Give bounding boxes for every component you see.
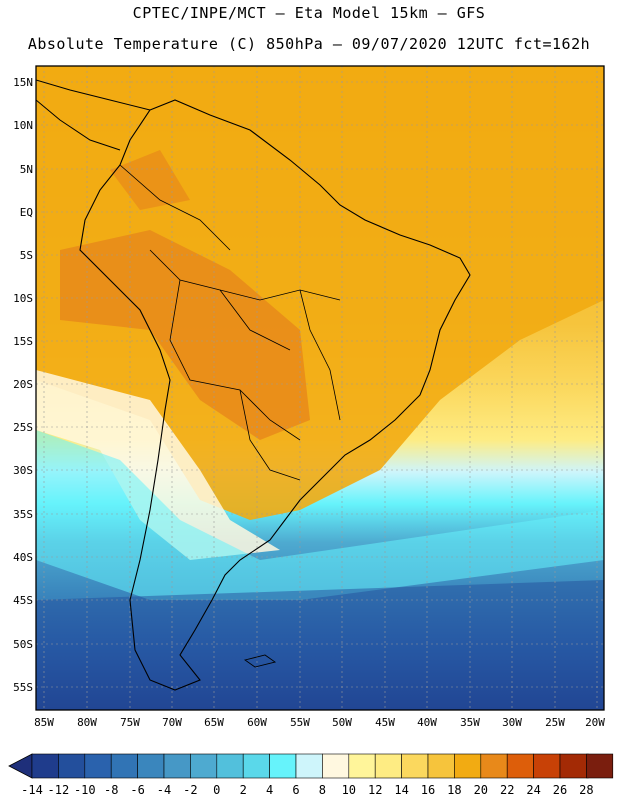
colorbar-tick: 16 — [421, 783, 435, 797]
colorbar-swatch — [322, 753, 350, 779]
lon-label: 35W — [460, 716, 480, 729]
colorbar-tick: 20 — [474, 783, 488, 797]
lat-label: EQ — [20, 206, 33, 219]
colorbar-tick: 14 — [394, 783, 408, 797]
colorbar-swatch — [137, 753, 165, 779]
colorbar-tick: 6 — [292, 783, 299, 797]
longitude-labels: 85W 80W 75W 70W 65W 60W 55W 50W 45W 40W … — [34, 716, 605, 729]
colorbar-swatch — [401, 753, 429, 779]
lat-label: 5N — [20, 163, 33, 176]
hot-zone-north — [110, 150, 190, 210]
colorbar-tick: -6 — [130, 783, 144, 797]
colorbar-swatch — [295, 753, 323, 779]
lat-label: 45S — [13, 594, 33, 607]
map-frame — [35, 65, 605, 711]
lat-label: 5S — [20, 249, 33, 262]
colorbar-tick: -14 — [21, 783, 43, 797]
hot-zone — [60, 230, 310, 440]
colorbar-swatch — [506, 753, 534, 779]
colorbar-tick: 0 — [213, 783, 220, 797]
colorbar-swatch — [586, 753, 614, 779]
lon-label: 85W — [34, 716, 54, 729]
map-title-line-1: CPTEC/INPE/MCT – Eta Model 15km – GFS — [132, 4, 486, 22]
colorbar-swatch — [163, 753, 191, 779]
colorbar-tick: -2 — [183, 783, 197, 797]
warm-zone — [36, 66, 604, 520]
lat-label: 10N — [13, 119, 33, 132]
colorbar-swatch — [269, 753, 297, 779]
lon-label: 30W — [502, 716, 522, 729]
south-america-coastline — [79, 99, 471, 691]
colorbar-swatch — [427, 753, 455, 779]
lon-label: 50W — [332, 716, 352, 729]
colorbar-swatch — [533, 753, 561, 779]
lon-label: 70W — [162, 716, 182, 729]
lon-label: 80W — [77, 716, 97, 729]
colorbar-tick: -12 — [48, 783, 70, 797]
colorbar-swatch — [374, 753, 402, 779]
colorbar-swatch — [84, 753, 112, 779]
lon-label: 20W — [585, 716, 605, 729]
colorbar-swatch — [31, 753, 59, 779]
color-scale-bar: -14 -12 -10 -8 -6 -4 -2 0 2 4 6 8 10 12 … — [8, 753, 614, 797]
lat-label: 50S — [13, 638, 33, 651]
colorbar-swatch — [559, 753, 587, 779]
map-title-line-2: Absolute Temperature (C) 850hPa – 09/07/… — [27, 35, 591, 53]
lat-label: 20S — [13, 378, 33, 391]
lat-label: 15N — [13, 76, 33, 89]
lat-label: 25S — [13, 421, 33, 434]
lon-label: 65W — [204, 716, 224, 729]
lat-label: 40S — [13, 551, 33, 564]
colorbar-swatch — [454, 753, 482, 779]
colorbar-tick: 18 — [447, 783, 461, 797]
field-layer — [36, 66, 604, 710]
colorbar-swatch — [110, 753, 138, 779]
central-america-coastline — [36, 79, 151, 151]
lat-label: 30S — [13, 464, 33, 477]
colorbar-tick: 12 — [368, 783, 382, 797]
color-scale-under-arrow — [8, 753, 33, 779]
colorbar-swatch — [242, 753, 270, 779]
colorbar-swatch — [190, 753, 218, 779]
lon-label: 55W — [290, 716, 310, 729]
lon-label: 25W — [545, 716, 565, 729]
colorbar-tick: 22 — [500, 783, 514, 797]
falklands-outline — [243, 654, 277, 668]
colorbar-tick: 26 — [553, 783, 567, 797]
lon-label: 60W — [247, 716, 267, 729]
colorbar-tick: -8 — [104, 783, 118, 797]
lat-label: 10S — [13, 292, 33, 305]
lat-label: 35S — [13, 508, 33, 521]
colorbar-tick: 24 — [526, 783, 540, 797]
colorbar-swatch — [216, 753, 244, 779]
cold-band — [36, 430, 604, 600]
colorbar-swatch — [480, 753, 508, 779]
colorbar-swatch — [58, 753, 86, 779]
lat-label: 55S — [13, 681, 33, 694]
lon-label: 40W — [417, 716, 437, 729]
colorbar-tick: 10 — [342, 783, 356, 797]
colorbar-tick: 28 — [579, 783, 593, 797]
latitude-labels: 15N 10N 5N EQ 5S 10S 15S 20S 25S 30S 35S… — [13, 76, 33, 694]
lat-label: 15S — [13, 335, 33, 348]
colorbar-tick: -10 — [74, 783, 96, 797]
colorbar-swatch — [348, 753, 376, 779]
colorbar-tick: 4 — [266, 783, 273, 797]
lon-label: 75W — [120, 716, 140, 729]
country-borders — [119, 164, 341, 481]
colorbar-tick: 8 — [319, 783, 326, 797]
colorbar-tick: 2 — [240, 783, 247, 797]
colorbar-tick: -4 — [157, 783, 171, 797]
cool-band — [36, 370, 280, 560]
lon-label: 45W — [375, 716, 395, 729]
cold-south — [36, 580, 604, 710]
